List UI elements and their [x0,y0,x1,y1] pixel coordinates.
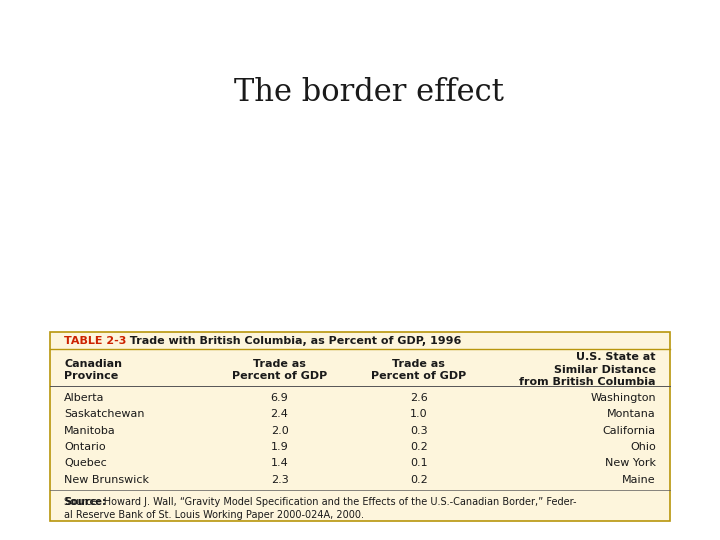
Text: Ohio: Ohio [630,442,656,452]
Text: 1.4: 1.4 [271,458,289,469]
Text: 2.3: 2.3 [271,475,289,485]
Text: Saskatchewan: Saskatchewan [64,409,145,420]
Text: 2.4: 2.4 [271,409,289,420]
Text: Trade as
Percent of GDP: Trade as Percent of GDP [372,359,467,381]
Text: 2.0: 2.0 [271,426,289,436]
Text: New York: New York [605,458,656,469]
Text: Trade as
Percent of GDP: Trade as Percent of GDP [232,359,327,381]
Text: Maine: Maine [622,475,656,485]
Text: 1.0: 1.0 [410,409,428,420]
Text: U.S. State at
Similar Distance
from British Columbia: U.S. State at Similar Distance from Brit… [519,353,656,387]
Text: Montana: Montana [607,409,656,420]
Text: 0.2: 0.2 [410,442,428,452]
Text: Alberta: Alberta [64,393,104,403]
Text: 0.3: 0.3 [410,426,428,436]
Text: Trade with British Columbia, as Percent of GDP, 1996: Trade with British Columbia, as Percent … [122,335,461,346]
Text: Manitoba: Manitoba [64,426,116,436]
Text: The border effect: The border effect [234,77,504,109]
Text: TABLE 2-3: TABLE 2-3 [64,335,127,346]
Text: Canadian
Province: Canadian Province [64,359,122,381]
Text: 2.6: 2.6 [410,393,428,403]
Text: California: California [603,426,656,436]
Text: Washington: Washington [590,393,656,403]
Text: Quebec: Quebec [64,458,107,469]
Text: New Brunswick: New Brunswick [64,475,149,485]
Text: 1.9: 1.9 [271,442,289,452]
Text: Ontario: Ontario [64,442,106,452]
Text: Source: Howard J. Wall, “Gravity Model Specification and the Effects of the U.S.: Source: Howard J. Wall, “Gravity Model S… [64,497,577,519]
Text: Source:: Source: [64,497,106,507]
Text: 0.2: 0.2 [410,475,428,485]
Text: 6.9: 6.9 [271,393,289,403]
Text: 0.1: 0.1 [410,458,428,469]
